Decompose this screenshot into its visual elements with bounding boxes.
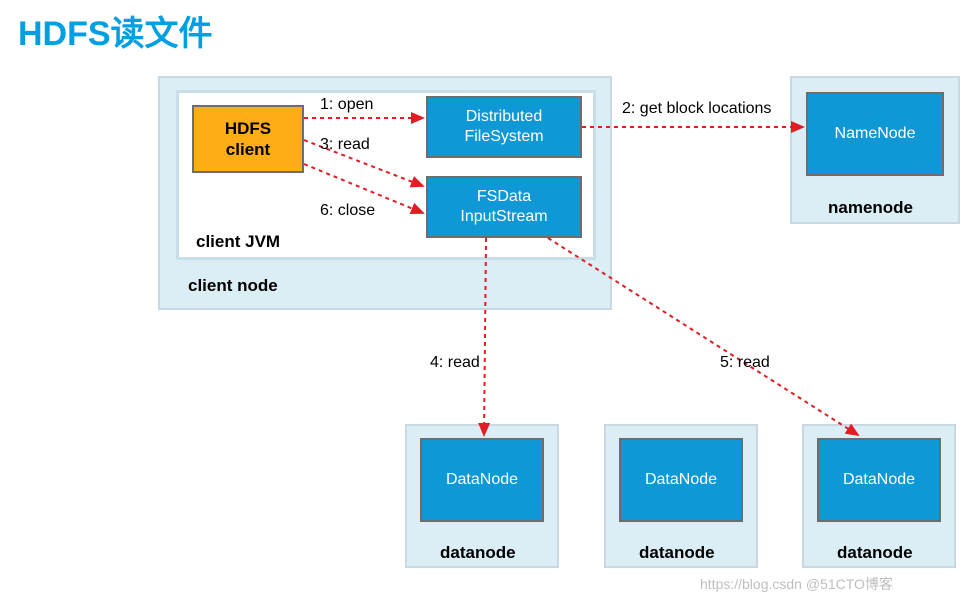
panel-label-datanode-panel-1: datanode [440,543,516,563]
edge-label-e5: 5: read [720,354,770,372]
panel-label-client-node: client node [188,276,278,296]
node-fsdata: FSData InputStream [426,176,582,238]
node-namenode: NameNode [806,92,944,176]
panel-label-datanode-panel-2: datanode [639,543,715,563]
edge-label-e2: 2: get block locations [622,100,771,118]
node-hdfs-client: HDFS client [192,105,304,173]
node-datanode3: DataNode [817,438,941,522]
node-datanode2: DataNode [619,438,743,522]
edge-label-e4: 4: read [430,354,480,372]
panel-label-namenode-panel: namenode [828,198,913,218]
node-datanode1: DataNode [420,438,544,522]
edge-label-e3: 3: read [320,136,370,154]
panel-label-client-jvm: client JVM [196,232,280,252]
watermark: https://blog.csdn @51CTO博客 [700,574,893,594]
node-dist-fs: Distributed FileSystem [426,96,582,158]
edge-label-e6: 6: close [320,202,375,220]
edge-label-e1: 1: open [320,96,373,114]
panel-label-datanode-panel-3: datanode [837,543,913,563]
diagram-title: HDFS读文件 [18,6,213,55]
